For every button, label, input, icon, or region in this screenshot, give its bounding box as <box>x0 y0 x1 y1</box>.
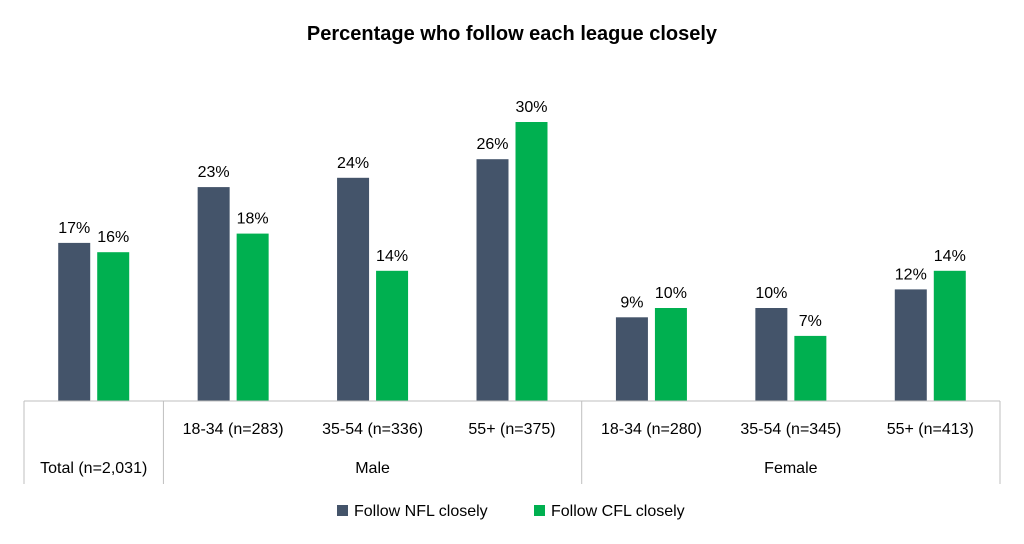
bar-nfl-6 <box>894 289 927 401</box>
legend-swatch-cfl <box>534 505 545 516</box>
value-label-cfl-1: 18% <box>237 211 269 228</box>
category-axis: Total (n=2,031) 18-34 (n=283) 35-54 (n=336… <box>23 400 1001 484</box>
category-label-0: Total (n=2,031) <box>40 460 147 477</box>
group-label-2: Female <box>764 460 817 477</box>
bar-cfl-4 <box>654 308 687 401</box>
value-label-nfl-0: 17% <box>58 220 90 237</box>
value-label-nfl-6: 12% <box>895 266 927 283</box>
group-label-1: Male <box>355 460 390 477</box>
bar-nfl-2 <box>337 177 370 401</box>
bar-nfl-3 <box>476 159 509 401</box>
value-label-nfl-2: 24% <box>337 155 369 172</box>
value-label-nfl-1: 23% <box>198 164 230 181</box>
bar-cfl-6 <box>933 270 966 401</box>
category-label-4: 18-34 (n=280) <box>601 421 702 438</box>
category-label-2: 35-54 (n=336) <box>322 421 423 438</box>
value-label-cfl-5: 7% <box>799 313 822 330</box>
bar-cfl-0 <box>97 252 130 401</box>
bar-cfl-1 <box>236 233 269 401</box>
value-label-cfl-3: 30% <box>515 99 547 116</box>
legend-label-cfl: Follow CFL closely <box>551 503 685 520</box>
bar-cfl-5 <box>794 335 827 401</box>
value-labels-layer: 17% 16% 23% 18% 24% 14% 26% 30% 9% 10% 10% 7% 12% 14% <box>58 99 966 330</box>
bars-layer <box>58 122 966 401</box>
value-label-cfl-6: 14% <box>934 248 966 265</box>
bar-cfl-3 <box>515 122 548 401</box>
bar-nfl-4 <box>615 317 648 401</box>
value-label-cfl-4: 10% <box>655 285 687 302</box>
value-label-cfl-0: 16% <box>97 229 129 246</box>
bar-cfl-2 <box>376 270 409 401</box>
value-label-cfl-2: 14% <box>376 248 408 265</box>
value-label-nfl-3: 26% <box>476 136 508 153</box>
category-label-6: 55+ (n=413) <box>887 421 974 438</box>
bar-nfl-1 <box>197 187 230 401</box>
bar-nfl-0 <box>58 242 91 401</box>
legend-swatch-nfl <box>337 505 348 516</box>
value-label-nfl-4: 9% <box>620 294 643 311</box>
legend-label-nfl: Follow NFL closely <box>354 503 488 520</box>
bar-nfl-5 <box>755 308 788 401</box>
category-label-3: 55+ (n=375) <box>468 421 555 438</box>
category-label-5: 35-54 (n=345) <box>740 421 841 438</box>
category-label-1: 18-34 (n=283) <box>183 421 284 438</box>
legend: Follow NFL closely Follow CFL closely <box>337 503 685 520</box>
chart-title: Percentage who follow each league closel… <box>307 23 718 45</box>
value-label-nfl-5: 10% <box>755 285 787 302</box>
